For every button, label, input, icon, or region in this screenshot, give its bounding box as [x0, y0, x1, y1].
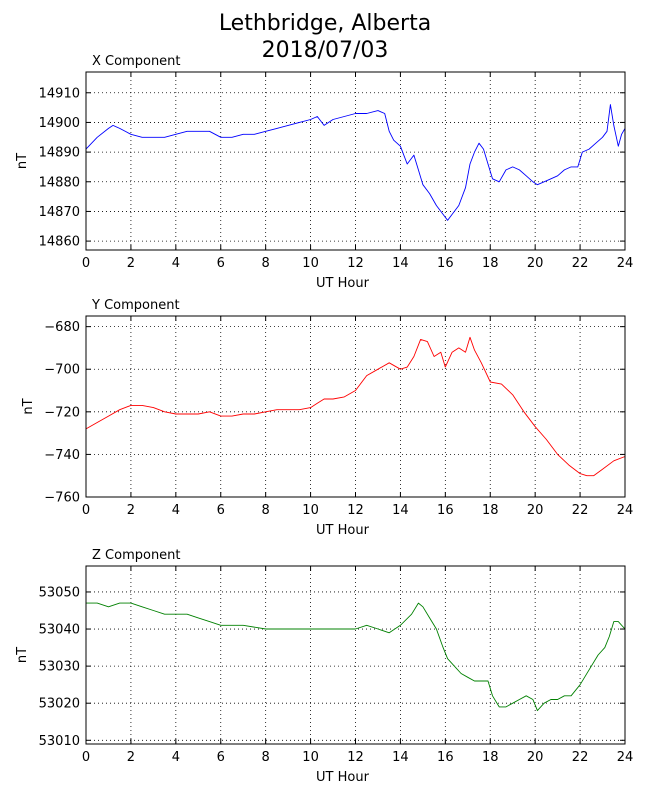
x-component-x-tick-label: 14 — [392, 256, 409, 271]
figure-title: Lethbridge, Alberta 2018/07/03 — [0, 10, 650, 64]
x-component-y-axis-label: nT — [15, 153, 30, 169]
y-component-x-tick-label: 20 — [527, 503, 544, 518]
z-component-title: Z Component — [92, 548, 181, 563]
z-component-x-axis-label: UT Hour — [316, 770, 370, 785]
z-component-y-tick-label: 53050 — [39, 585, 80, 600]
y-component-x-tick-label: 18 — [482, 503, 499, 518]
z-component-x-tick-label: 6 — [217, 750, 225, 765]
z-component-x-tick-label: 18 — [482, 750, 499, 765]
x-component-y-tick-label: 14860 — [39, 235, 80, 250]
y-component-series-line — [85, 336, 626, 477]
z-component-x-tick-label: 12 — [347, 750, 364, 765]
x-component-y-tick-label: 14890 — [39, 146, 80, 161]
x-component-x-tick-label: 2 — [127, 256, 135, 271]
figure-title-line2: 2018/07/03 — [261, 38, 389, 63]
x-component-x-tick-label: 16 — [437, 256, 454, 271]
x-component-x-tick-label: 8 — [262, 256, 270, 271]
z-component-x-tick-label: 24 — [617, 750, 634, 765]
y-component-x-tick-label: 22 — [572, 503, 589, 518]
y-component-x-tick-label: 14 — [392, 503, 409, 518]
y-component-y-tick-label: −740 — [44, 448, 80, 463]
y-component-x-tick-label: 8 — [262, 503, 270, 518]
z-component-y-axis-label: nT — [15, 647, 30, 663]
y-component-x-tick-label: 4 — [172, 503, 180, 518]
z-component-x-tick-label: 16 — [437, 750, 454, 765]
z-component-series-line — [86, 602, 626, 712]
y-component-y-axis-label: nT — [21, 398, 36, 414]
z-component-y-tick-label: 53030 — [39, 660, 80, 675]
x-component-x-tick-label: 4 — [172, 256, 180, 271]
x-component-series-line — [85, 104, 626, 221]
z-component-x-tick-label: 4 — [172, 750, 180, 765]
y-component-y-tick-label: −720 — [44, 405, 80, 420]
z-component-x-tick-label: 0 — [82, 750, 90, 765]
figure-title-line1: Lethbridge, Alberta — [218, 11, 432, 36]
x-component-x-axis-label: UT Hour — [316, 276, 370, 291]
z-component-x-tick-label: 2 — [127, 750, 135, 765]
y-component-x-tick-label: 16 — [437, 503, 454, 518]
y-component-x-tick-label: 12 — [347, 503, 364, 518]
x-component-y-tick-label: 14880 — [39, 175, 80, 190]
x-component-y-tick-label: 14900 — [39, 116, 80, 131]
x-component-x-tick-label: 22 — [572, 256, 589, 271]
y-component-x-tick-label: 0 — [82, 503, 90, 518]
x-component-x-tick-label: 12 — [347, 256, 364, 271]
z-component-x-tick-label: 20 — [527, 750, 544, 765]
x-component-x-tick-label: 10 — [302, 256, 319, 271]
y-component-x-tick-label: 10 — [302, 503, 319, 518]
y-component-y-tick-label: −760 — [44, 491, 80, 506]
z-component-x-tick-label: 22 — [572, 750, 589, 765]
y-component-frame — [85, 315, 626, 498]
x-component-x-tick-label: 6 — [217, 256, 225, 271]
x-component-x-tick-label: 18 — [482, 256, 499, 271]
z-component-x-tick-label: 10 — [302, 750, 319, 765]
x-component-y-tick-label: 14870 — [39, 205, 80, 220]
y-component-x-tick-label: 6 — [217, 503, 225, 518]
z-component-y-tick-label: 53010 — [39, 734, 80, 749]
y-component-y-tick-label: −680 — [44, 320, 80, 335]
z-component-y-tick-label: 53020 — [39, 697, 80, 712]
x-component-x-tick-label: 0 — [82, 256, 90, 271]
y-component-x-axis-label: UT Hour — [316, 523, 370, 538]
y-component-title: Y Component — [91, 298, 180, 313]
y-component-x-tick-label: 2 — [127, 503, 135, 518]
x-component-title: X Component — [92, 54, 181, 69]
x-component-y-tick-label: 14910 — [39, 86, 80, 101]
z-component-x-tick-label: 8 — [262, 750, 270, 765]
y-component-y-tick-label: −700 — [44, 363, 80, 378]
y-component-x-tick-label: 24 — [617, 503, 634, 518]
x-component-x-tick-label: 24 — [617, 256, 634, 271]
z-component-x-tick-label: 14 — [392, 750, 409, 765]
z-component-y-tick-label: 53040 — [39, 623, 80, 638]
x-component-x-tick-label: 20 — [527, 256, 544, 271]
